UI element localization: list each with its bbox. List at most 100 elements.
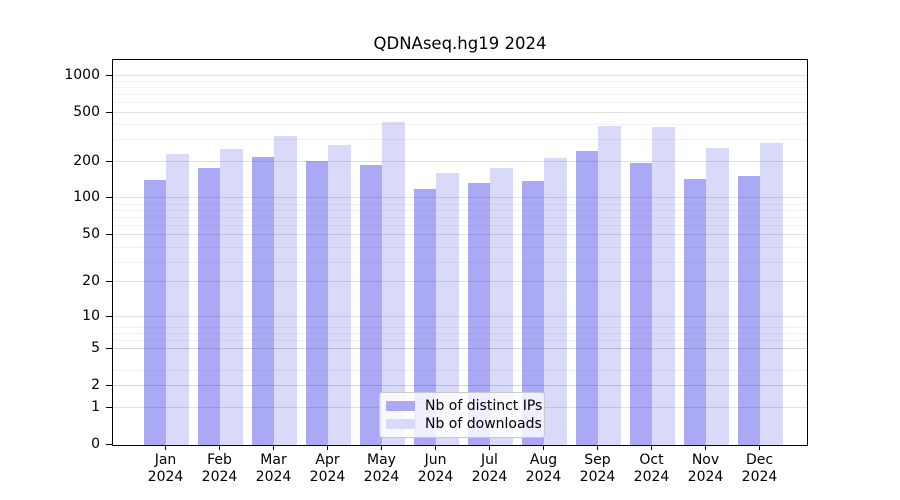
bar-downloads	[705, 148, 729, 445]
bar-downloads	[759, 143, 783, 445]
y-tick	[106, 315, 113, 317]
y-axis-tick-label: 0	[91, 436, 100, 452]
year-label: 2024	[741, 468, 778, 485]
y-axis-tick-label: 2	[91, 377, 100, 394]
year-label: 2024	[687, 468, 724, 485]
y-tick	[106, 160, 113, 162]
y-axis-tick-label: 20	[82, 273, 100, 290]
gridline-minor	[113, 139, 807, 141]
x-axis-tick-label: Apr 2024	[298, 452, 358, 485]
bar-downloads	[165, 153, 189, 445]
x-tick	[651, 445, 652, 450]
month-label: Jan	[154, 452, 177, 468]
y-tick	[106, 111, 113, 113]
year-label: 2024	[417, 468, 454, 485]
y-tick	[106, 197, 113, 199]
x-axis-tick-label: Jun 2024	[406, 452, 466, 485]
x-tick	[327, 445, 328, 450]
bar-distinct-ips	[143, 180, 166, 445]
y-tick	[106, 74, 113, 76]
y-axis-tick-label: 5	[91, 340, 100, 357]
y-axis-tick-label: 1000	[64, 66, 100, 83]
bar-distinct-ips	[629, 163, 652, 445]
bar-downloads	[597, 125, 621, 445]
x-axis-tick-label: May 2024	[352, 452, 412, 485]
legend-swatch-distinct-ips	[386, 400, 415, 411]
y-axis-tick-label: 10	[82, 307, 100, 324]
year-label: 2024	[255, 468, 292, 485]
x-axis-tick-label: Jan 2024	[136, 452, 196, 485]
month-label: Apr	[315, 452, 340, 468]
gridline-major	[113, 160, 807, 162]
y-axis-tick-label: 1	[91, 398, 100, 415]
month-label: Jun	[424, 452, 447, 468]
x-tick	[543, 445, 544, 450]
y-axis-tick-label: 50	[82, 225, 100, 242]
y-axis-tick-label: 100	[73, 189, 100, 206]
month-label: May	[367, 452, 396, 468]
y-axis-tick-label: 500	[73, 103, 100, 120]
bar-downloads	[327, 144, 351, 445]
y-tick	[106, 406, 113, 408]
gridline-minor	[113, 80, 807, 82]
month-label: Dec	[745, 452, 774, 468]
x-axis-tick-label: Aug 2024	[514, 452, 574, 485]
bar-distinct-ips	[467, 182, 490, 445]
bar-distinct-ips	[251, 156, 274, 445]
x-tick	[597, 445, 598, 450]
bar-downloads	[489, 167, 513, 445]
bar-distinct-ips	[683, 179, 706, 445]
year-label: 2024	[525, 468, 562, 485]
year-label: 2024	[309, 468, 346, 485]
legend-item-distinct-ips: Nb of distinct IPs	[386, 397, 542, 414]
x-tick	[489, 445, 490, 450]
bar-distinct-ips	[521, 181, 544, 445]
y-tick	[106, 233, 113, 235]
y-tick	[106, 281, 113, 283]
year-label: 2024	[633, 468, 670, 485]
plot-area	[112, 59, 808, 446]
x-tick	[381, 445, 382, 450]
legend-label-distinct-ips: Nb of distinct IPs	[425, 397, 543, 414]
bar-downloads	[381, 121, 405, 445]
x-axis-tick-label: Feb 2024	[190, 452, 250, 485]
bar-distinct-ips	[359, 165, 382, 445]
year-label: 2024	[201, 468, 238, 485]
month-label: Sep	[584, 452, 611, 468]
x-axis-tick-label: Jul 2024	[460, 452, 520, 485]
year-label: 2024	[147, 468, 184, 485]
legend-item-downloads: Nb of downloads	[386, 416, 542, 433]
legend-swatch-downloads	[386, 419, 415, 430]
legend-label-downloads: Nb of downloads	[425, 416, 542, 433]
month-label: Oct	[639, 452, 664, 468]
month-label: Aug	[529, 452, 558, 468]
month-label: Mar	[260, 452, 287, 468]
chart-title: QDNAseq.hg19 2024	[373, 34, 547, 53]
gridline-major	[113, 74, 807, 76]
y-tick	[106, 444, 113, 445]
bar-distinct-ips	[737, 176, 760, 445]
y-tick	[106, 348, 113, 350]
month-label: Nov	[691, 452, 720, 468]
bar-distinct-ips	[305, 160, 328, 445]
bar-downloads	[219, 148, 243, 445]
legend: Nb of distinct IPs Nb of downloads	[379, 392, 545, 438]
x-axis-tick-label: Nov 2024	[676, 452, 736, 485]
x-axis-tick-label: Oct 2024	[622, 452, 682, 485]
x-axis-tick-label: Sep 2024	[568, 452, 628, 485]
bar-distinct-ips	[575, 151, 598, 445]
year-label: 2024	[471, 468, 508, 485]
gridline-major	[113, 111, 807, 113]
bar-distinct-ips	[197, 168, 220, 445]
x-tick	[705, 445, 706, 450]
x-tick	[273, 445, 274, 450]
y-tick	[106, 385, 113, 387]
gridline-minor	[113, 123, 807, 125]
x-axis-tick-label: Dec 2024	[730, 452, 790, 485]
month-label: Jul	[481, 452, 498, 468]
bar-downloads	[435, 173, 459, 445]
bar-distinct-ips	[413, 189, 436, 445]
bar-downloads	[651, 127, 675, 445]
month-label: Feb	[207, 452, 232, 468]
